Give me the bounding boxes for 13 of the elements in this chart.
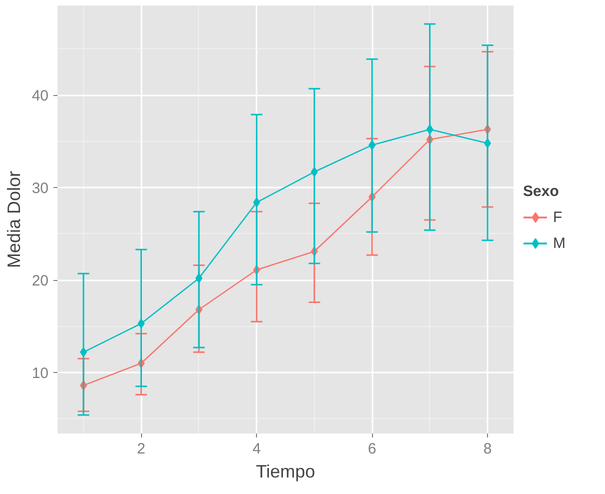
x-tick-label: 4 [252,440,261,458]
x-tick-label: 2 [137,440,146,458]
y-tick-label: 20 [32,272,49,290]
legend-label: F [553,208,564,226]
y-tick-label: 40 [32,88,49,105]
x-tick-label: 6 [368,440,376,458]
legend-label: M [553,234,566,252]
y-tick-label: 10 [32,364,49,382]
legend-title: Sexo [523,183,560,200]
y-tick-label: 30 [32,180,49,198]
y-axis-title: Media Dolor [4,170,24,268]
x-tick-label: 8 [483,440,492,458]
x-axis-title: Tiempo [256,462,316,482]
